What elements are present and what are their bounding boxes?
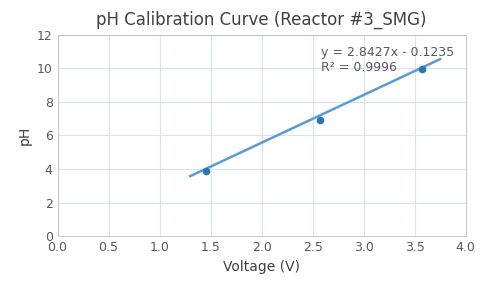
X-axis label: Voltage (V): Voltage (V): [223, 259, 300, 274]
Y-axis label: pH: pH: [17, 126, 31, 145]
Point: [202, 168, 209, 173]
Point: [418, 67, 426, 71]
Text: y = 2.8427x - 0.1235
R² = 0.9996: y = 2.8427x - 0.1235 R² = 0.9996: [321, 46, 454, 74]
Point: [316, 118, 324, 123]
Title: pH Calibration Curve (Reactor #3_SMG): pH Calibration Curve (Reactor #3_SMG): [96, 11, 427, 29]
